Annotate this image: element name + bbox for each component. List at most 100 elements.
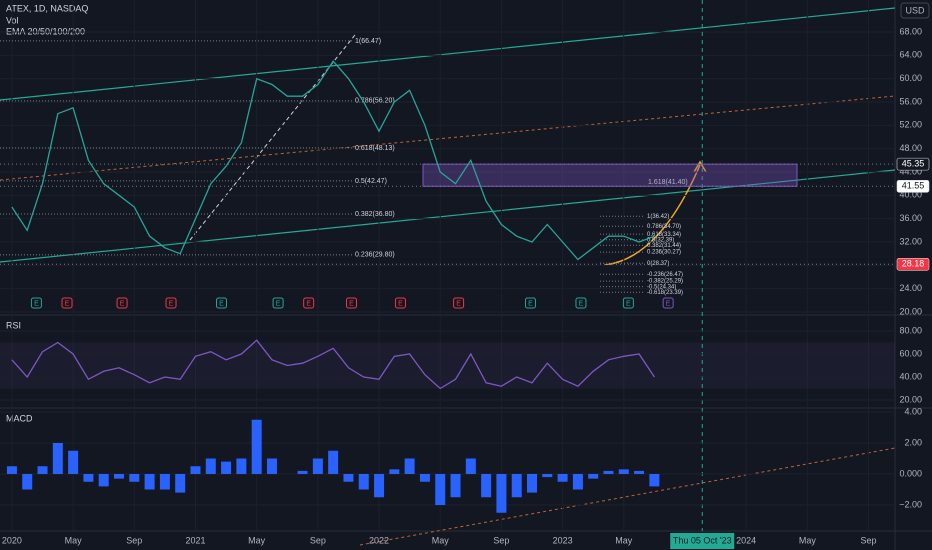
macd-bar — [129, 474, 140, 482]
macd-bar — [144, 474, 155, 490]
macd-bar — [588, 474, 599, 479]
fib-label: 1(66.47) — [355, 38, 381, 45]
zone-label: 1.618(41.40) — [648, 179, 688, 186]
macd-bar — [251, 419, 262, 474]
projection-curve — [604, 164, 701, 266]
line — [11, 339, 655, 390]
macd-bar — [328, 450, 339, 474]
crosshair-label: Thu 05 Oct '23 — [673, 535, 732, 545]
macd-bar — [542, 474, 553, 478]
currency-box[interactable] — [900, 2, 930, 19]
earnings-marker — [303, 297, 315, 309]
y-tick-label: 68.00 — [899, 26, 922, 36]
earnings-label: E — [626, 300, 631, 307]
macd-bar — [159, 474, 170, 490]
macd-bar — [175, 474, 186, 493]
y-tick-label: 44.00 — [899, 166, 922, 176]
y-tick-label: 40.00 — [899, 190, 922, 200]
x-tick-label: Sep — [310, 535, 326, 545]
price-tag — [896, 257, 930, 271]
macd-bar — [266, 458, 277, 474]
indicator: EMA 20/50/100/200 — [6, 26, 85, 36]
rsi-tick-label: 60.00 — [899, 348, 922, 358]
macd-bar — [634, 470, 645, 474]
price-tag — [896, 157, 930, 171]
x-tick-label: 2024 — [736, 535, 756, 545]
x-tick-label: Sep — [861, 535, 877, 545]
macd-bar — [358, 474, 369, 490]
macd-bar — [236, 458, 247, 474]
earnings-label: E — [120, 300, 125, 307]
earnings-label: E — [276, 300, 281, 307]
macd-bar — [312, 458, 323, 474]
earnings-label: E — [65, 300, 70, 307]
macd-bar — [649, 474, 660, 487]
macd-bar — [557, 474, 568, 482]
macd-bar — [374, 474, 385, 498]
earnings-marker — [272, 297, 284, 309]
y-tick-label: 24.00 — [899, 283, 922, 293]
macd-bar — [618, 469, 629, 474]
rsi-tick-label: 20.00 — [899, 394, 922, 404]
macd-bar — [37, 466, 48, 474]
y-tick-label: 36.00 — [899, 213, 922, 223]
x-tick-label: 2020 — [2, 535, 22, 545]
macd-bar — [511, 474, 522, 498]
fib-label: 0.236(29.80) — [355, 252, 395, 259]
macd-bar — [481, 474, 492, 498]
earnings-label: E — [528, 300, 533, 307]
macd-bar — [205, 458, 216, 474]
fib-label: 0.618(33.34) — [647, 232, 681, 238]
earnings-marker — [30, 297, 42, 309]
earnings-label: E — [34, 300, 39, 307]
earnings-marker — [215, 297, 227, 309]
y-tick-label: 60.00 — [899, 73, 922, 83]
macd-bar — [98, 474, 109, 487]
x-tick-label: 2022 — [369, 535, 389, 545]
macd-bar — [22, 474, 33, 490]
macd-bar — [450, 474, 461, 498]
y-tick-label: 56.00 — [899, 96, 922, 106]
earnings-label: E — [306, 300, 311, 307]
macd-bar — [83, 474, 94, 482]
rsi-title: RSI — [6, 320, 21, 330]
y-tick-label: 32.00 — [899, 236, 922, 246]
earnings-marker — [165, 297, 177, 309]
x-tick-label: May — [248, 535, 266, 545]
earnings-marker — [575, 297, 587, 309]
fib-label: -0.618(23.39) — [647, 290, 683, 296]
fib-label: 0.382(36.80) — [355, 211, 395, 218]
earnings-label: E — [666, 300, 671, 307]
macd-bar — [6, 466, 17, 474]
macd-tick-label: 0.000 — [899, 468, 922, 478]
macd-tick-label: −2.00 — [899, 499, 922, 509]
earnings-marker — [662, 297, 674, 309]
fib-label: 0.786(34.70) — [647, 224, 681, 230]
macd-trend-line — [359, 447, 896, 546]
earnings-label: E — [219, 300, 224, 307]
earnings-marker — [61, 297, 73, 309]
x-tick-label: May — [65, 535, 83, 545]
macd-bar — [114, 474, 125, 479]
y-tick-label: 48.00 — [899, 143, 922, 153]
macd-bar — [527, 474, 538, 493]
fib-label: -0.236(26.47) — [647, 272, 683, 278]
price-tag-label: 41.55 — [902, 181, 925, 191]
macd-bar — [496, 474, 507, 513]
projection-arrow — [693, 160, 707, 173]
fib-label: 0.786(56.20) — [355, 98, 395, 105]
x-tick-label: Sep — [126, 535, 142, 545]
macd-bar — [435, 474, 446, 505]
macd-bar — [419, 474, 430, 482]
currency[interactable]: USD — [905, 5, 925, 15]
x-tick-label: May — [615, 535, 633, 545]
fib-label: 0.5(42.47) — [355, 178, 387, 185]
y-tick-label: 52.00 — [899, 120, 922, 130]
price-tag-label: 28.18 — [902, 259, 925, 269]
x-tick-label: 2023 — [553, 535, 573, 545]
title: ATEX, 1D, NASDAQ — [6, 3, 88, 13]
macd-bar — [404, 458, 415, 474]
price-tag — [896, 179, 930, 193]
earnings-marker — [394, 297, 406, 309]
